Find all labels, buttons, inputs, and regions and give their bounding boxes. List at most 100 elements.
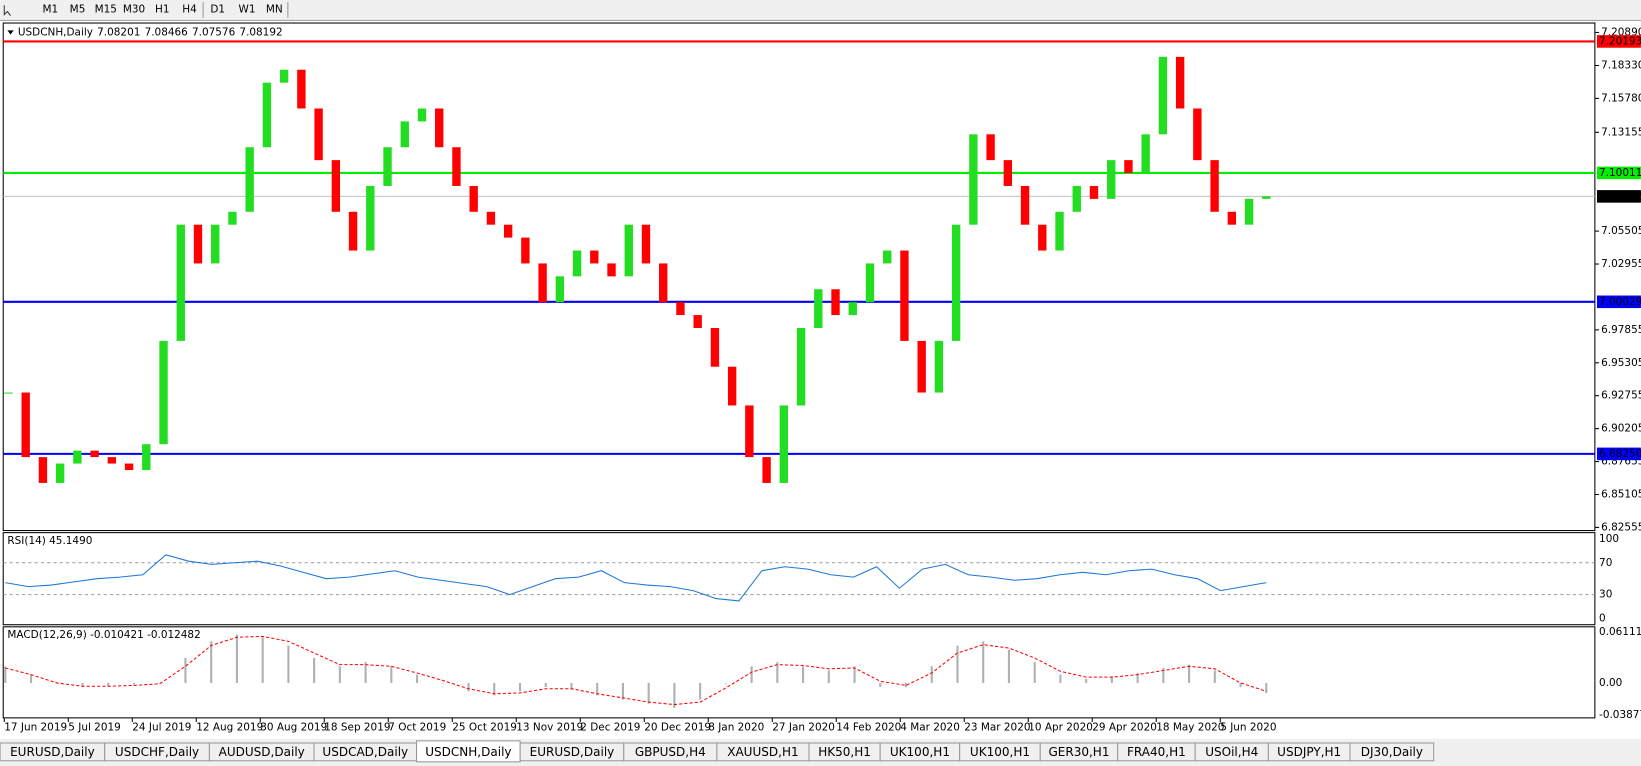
tab[interactable] xyxy=(1349,742,1435,762)
macd-bar xyxy=(30,674,33,683)
tab-label[interactable]: DJ30,Daily xyxy=(1361,745,1423,759)
tab-label[interactable]: USDCAD,Daily xyxy=(322,745,408,759)
macd-bar xyxy=(338,666,341,683)
candle-body xyxy=(348,211,358,251)
candle-body xyxy=(55,463,65,483)
level-label-bg xyxy=(1596,295,1641,309)
tab-label[interactable]: USDJPY,H1 xyxy=(1277,745,1341,759)
candle-body xyxy=(1262,196,1271,199)
x-tick-label: 23 Mar 2020 xyxy=(964,721,1030,733)
candle-body xyxy=(969,134,978,225)
candle-body xyxy=(314,108,323,161)
macd-bar xyxy=(1188,664,1191,683)
candle-body xyxy=(1124,160,1133,174)
candle-body xyxy=(417,108,427,122)
macd-bar xyxy=(107,682,110,687)
macd-bar xyxy=(930,666,933,683)
candle-body xyxy=(142,444,151,471)
timeframe-button[interactable]: W1 xyxy=(239,3,256,15)
candle-body xyxy=(986,134,995,161)
tab-label[interactable]: GER30,H1 xyxy=(1048,745,1109,759)
macd-bar xyxy=(467,682,470,692)
y-tick-label: 6.95305 xyxy=(1601,357,1641,369)
macd-bar xyxy=(647,682,650,704)
candle-body xyxy=(1020,185,1030,225)
current-price-label: 7.08192 xyxy=(1599,190,1641,202)
candle-body xyxy=(1193,108,1202,161)
candle-body xyxy=(676,302,685,316)
x-tick-label: 24 Jul 2019 xyxy=(132,721,191,733)
macd-bar xyxy=(1265,682,1268,693)
macd-bar xyxy=(827,670,830,683)
tab-label[interactable]: GBPUSD,H4 xyxy=(635,745,706,759)
x-tick-label: 18 Sep 2019 xyxy=(324,721,390,733)
tab-label[interactable]: USOil,H4 xyxy=(1205,745,1258,759)
timeframe-button[interactable]: M15 xyxy=(95,3,117,15)
macd-bar xyxy=(904,682,908,688)
macd-signal xyxy=(5,635,1267,706)
y-tick-label: 6.85105 xyxy=(1601,488,1641,500)
timeframe-button[interactable]: D1 xyxy=(210,3,225,15)
macd-bar xyxy=(570,682,573,690)
macd-bar xyxy=(441,682,444,684)
tab-label[interactable]: EURUSD,Daily xyxy=(10,745,95,759)
macd-bar xyxy=(416,674,419,683)
tab-label[interactable]: USDCNH,Daily xyxy=(425,745,511,759)
tab-label[interactable]: AUDUSD,Daily xyxy=(219,745,305,759)
timeframe-button[interactable]: H4 xyxy=(182,3,197,15)
tab-label[interactable]: UK100,H1 xyxy=(970,745,1030,759)
candle-body xyxy=(779,405,789,483)
open: 7.08201 xyxy=(97,26,140,38)
tabs: EURUSD,Daily USDCHF,Daily AUDUSD,Daily USDC… xyxy=(0,740,1435,763)
candle-body xyxy=(435,108,444,148)
level-label-bg xyxy=(1596,166,1641,180)
candle-body xyxy=(590,250,599,264)
tab-label[interactable]: EURUSD,Daily xyxy=(530,745,615,759)
tab-label[interactable]: XAUUSD,H1 xyxy=(727,745,798,759)
x-tick-label: 8 Jan 2020 xyxy=(708,721,764,733)
candle-body xyxy=(503,224,513,238)
close: 7.08192 xyxy=(239,26,282,38)
cursor-icon[interactable] xyxy=(3,5,11,17)
collapse-icon[interactable] xyxy=(7,30,14,35)
tab-label[interactable]: HK50,H1 xyxy=(818,745,871,759)
x-tick-label: 30 Aug 2019 xyxy=(260,721,327,733)
timeframe-button[interactable]: M1 xyxy=(42,3,58,15)
x-tick-label: 25 Oct 2019 xyxy=(452,721,517,733)
timeframe-button[interactable]: M5 xyxy=(70,3,86,15)
y-tick-label: 6.97855 xyxy=(1601,324,1641,336)
candle-body xyxy=(607,263,616,277)
timeframe-button[interactable]: H1 xyxy=(155,3,170,15)
candle-body xyxy=(331,160,341,212)
candle-body xyxy=(831,289,840,316)
x-tick-label: 17 Jun 2019 xyxy=(4,721,67,733)
candle-body xyxy=(762,457,771,483)
tab-label[interactable]: FRA40,H1 xyxy=(1127,745,1186,759)
tab-label[interactable]: UK100,H1 xyxy=(890,745,950,759)
y-tick-label: 7.02955 xyxy=(1601,258,1641,270)
timeframe-button[interactable]: MN xyxy=(266,3,283,15)
macd-bar xyxy=(1136,672,1139,683)
macd-title: MACD(12,26,9) -0.010421 -0.012482 xyxy=(7,629,200,641)
tab-label[interactable]: USDCHF,Daily xyxy=(115,745,199,759)
candle-body xyxy=(297,69,306,109)
candle-body xyxy=(262,82,272,148)
candle-body xyxy=(848,302,857,316)
x-tick-label: 7 Oct 2019 xyxy=(388,721,446,733)
candle-body xyxy=(814,289,823,328)
candle-body xyxy=(73,450,82,464)
candle-body xyxy=(1072,185,1081,212)
macd-bar xyxy=(210,641,213,683)
macd-bar xyxy=(596,682,599,696)
candle-body xyxy=(366,185,375,251)
timeframe-button[interactable]: M30 xyxy=(123,3,145,15)
x-tick-label: 27 Jan 2020 xyxy=(772,721,835,733)
candle-body xyxy=(934,340,944,393)
macd-bar xyxy=(1059,674,1062,683)
candle-body xyxy=(193,224,203,264)
macd-bar xyxy=(518,682,522,692)
candle-body xyxy=(917,340,926,393)
candle-body xyxy=(107,457,117,464)
candle-body xyxy=(176,224,185,341)
candle-body xyxy=(1227,211,1237,225)
